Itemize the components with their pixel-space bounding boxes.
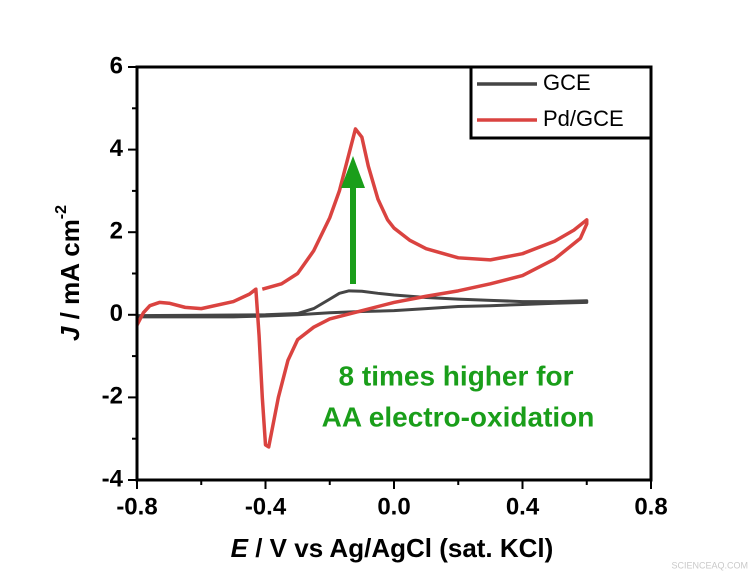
x-axis-label: E / V vs Ag/AgCl (sat. KCl) xyxy=(231,533,554,563)
annotation-line: 8 times higher for xyxy=(339,360,574,391)
arrow-head xyxy=(341,156,365,188)
x-tick-label: -0.8 xyxy=(116,493,157,520)
legend: GCE Pd/GCE xyxy=(469,65,653,140)
plot-frame xyxy=(135,65,653,482)
x-tick-label: 0.0 xyxy=(377,493,410,520)
x-tick-label: 0.8 xyxy=(634,493,667,520)
series-line xyxy=(136,289,589,319)
series-line xyxy=(135,127,589,449)
y-tick-label: -4 xyxy=(102,465,124,492)
y-axis-unit: / mA cm xyxy=(55,219,85,326)
y-tick-label: 2 xyxy=(110,218,123,245)
y-tick-label: 0 xyxy=(110,300,123,327)
x-axis-symbol: E xyxy=(231,533,249,563)
x-tick-label: 0.4 xyxy=(506,493,540,520)
legend-box xyxy=(469,65,653,140)
watermark: SCIENCEAQ.COM xyxy=(671,560,748,570)
y-tick-label: 6 xyxy=(110,52,123,79)
y-tick-label: -2 xyxy=(102,383,123,410)
x-axis-unit: / V vs Ag/AgCl (sat. KCl) xyxy=(248,533,553,563)
x-tick-label: -0.4 xyxy=(245,493,287,520)
legend-label: Pd/GCE xyxy=(543,106,624,131)
annotation-arrow xyxy=(341,156,365,284)
y-axis-symbol: J xyxy=(55,326,85,341)
y-tick-label: 4 xyxy=(110,135,124,162)
legend-label: GCE xyxy=(543,70,591,95)
y-axis-label: J / mA cm-2 xyxy=(53,205,85,341)
plot-area: -0.8 -0.4 0.0 0.4 0.8 -4 -2 0 2 4 6 GCE Pd/GCE xyxy=(102,52,668,520)
annotation-line: AA electro-oxidation xyxy=(322,401,595,432)
y-axis-exponent: -2 xyxy=(53,205,70,219)
